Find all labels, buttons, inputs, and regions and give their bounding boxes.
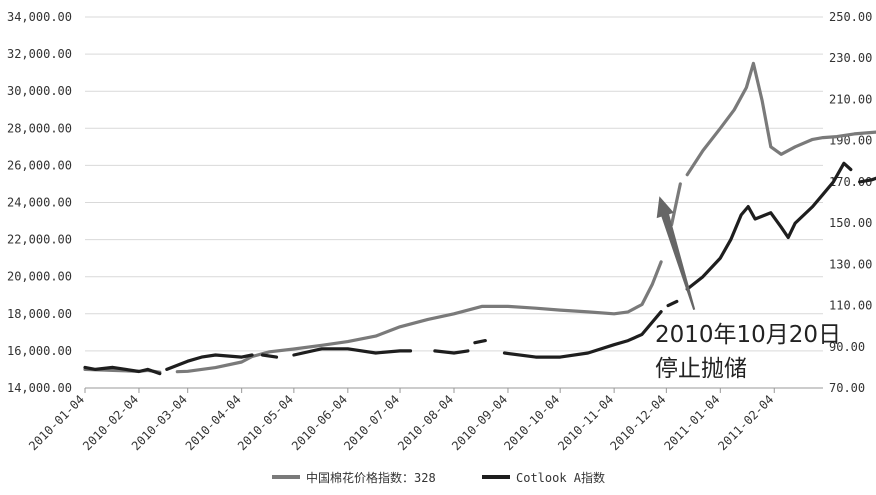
- legend-label-china-index: 中国棉花价格指数：328: [306, 470, 436, 485]
- x-tick-label: 2010-12-04: [607, 392, 668, 453]
- series-line-segment: [669, 182, 682, 227]
- annotation-note-label: 停止抛储: [655, 356, 747, 382]
- series-line-segment: [260, 353, 279, 359]
- gridlines: [85, 16, 823, 352]
- right-tick-label: 70.00: [829, 381, 865, 395]
- left-tick-label: 30,000.00: [7, 84, 72, 98]
- legend: 中国棉花价格指数：328 Cotlook A指数: [272, 470, 605, 485]
- x-tick-label: 2010-05-04: [235, 392, 296, 453]
- series-line-segment: [685, 61, 876, 177]
- series-line-segment: [292, 347, 413, 357]
- right-axis-ticks: 70.0090.00110.00130.00150.00170.00190.00…: [829, 10, 872, 395]
- x-axis-ticks: 2010-01-042010-02-042010-03-042010-04-04…: [26, 388, 776, 453]
- left-tick-label: 34,000.00: [7, 10, 72, 24]
- left-tick-label: 26,000.00: [7, 158, 72, 172]
- left-tick-label: 14,000.00: [7, 381, 72, 395]
- x-tick-label: 2010-01-04: [26, 392, 87, 453]
- series-line-segment: [857, 176, 876, 184]
- series-lines: [83, 61, 876, 376]
- right-tick-label: 170.00: [829, 175, 872, 189]
- series-line-segment: [433, 349, 470, 355]
- left-tick-label: 18,000.00: [7, 307, 72, 321]
- x-tick-label: 2011-02-04: [715, 392, 776, 453]
- left-tick-label: 24,000.00: [7, 196, 72, 210]
- series-cotlook-index: [83, 161, 876, 376]
- annotation-arrow: [656, 196, 696, 310]
- right-tick-label: 130.00: [829, 257, 872, 271]
- series-line-segment: [175, 260, 663, 374]
- series-line-segment: [666, 299, 679, 308]
- left-axis-ticks: 14,000.00 16,000.00 18,000.00 20,000.00 22,0…: [7, 10, 72, 395]
- x-tick-label: 2011-01-04: [661, 392, 722, 453]
- right-tick-label: 150.00: [829, 216, 872, 230]
- right-tick-label: 230.00: [829, 51, 872, 65]
- series-line-segment: [473, 339, 487, 345]
- left-tick-label: 32,000.00: [7, 47, 72, 61]
- right-tick-label: 110.00: [829, 299, 872, 313]
- series-line-segment: [83, 365, 162, 376]
- left-tick-label: 20,000.00: [7, 270, 72, 284]
- series-line-segment: [165, 353, 254, 371]
- left-tick-label: 22,000.00: [7, 233, 72, 247]
- right-tick-label: 210.00: [829, 92, 872, 106]
- right-tick-label: 90.00: [829, 340, 865, 354]
- x-tick-label: 2010-10-04: [501, 392, 562, 453]
- right-tick-label: 250.00: [829, 10, 872, 24]
- legend-label-cotlook-index: Cotlook A指数: [516, 470, 605, 485]
- x-tick-label: 2010-07-04: [341, 392, 402, 453]
- x-tick-label: 2010-08-04: [395, 392, 456, 453]
- left-tick-label: 16,000.00: [7, 344, 72, 358]
- left-tick-label: 28,000.00: [7, 121, 72, 135]
- annotation-date-label: 2010年10月20日: [655, 322, 841, 348]
- series-line-segment: [685, 161, 853, 291]
- annotation: 2010年10月20日 停止抛储: [655, 196, 841, 382]
- series-line-segment: [502, 310, 663, 359]
